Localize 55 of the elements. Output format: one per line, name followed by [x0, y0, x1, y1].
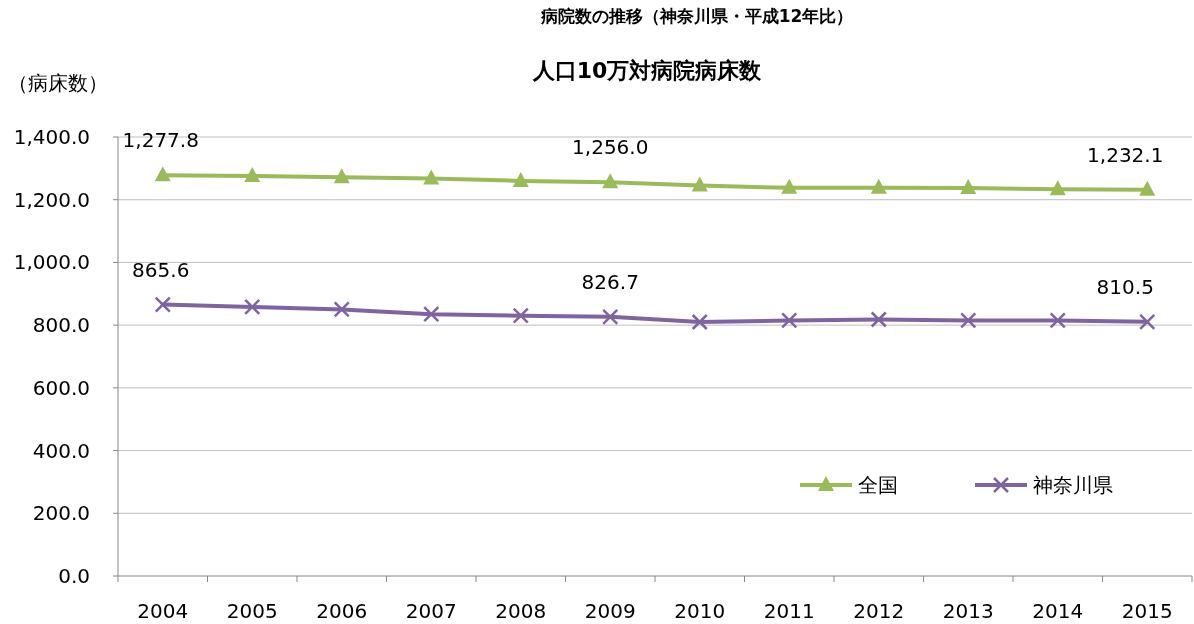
legend-label: 神奈川県 — [1033, 473, 1113, 497]
y-tick-label: 200.0 — [32, 501, 90, 526]
y-tick-label: 1,200.0 — [13, 187, 90, 212]
data-label: 865.6 — [132, 257, 190, 282]
data-label: 810.5 — [1096, 274, 1154, 299]
data-label: 826.7 — [581, 269, 639, 294]
point — [960, 312, 977, 329]
data-label: 1,232.1 — [1087, 142, 1164, 167]
x-tick-label: 2013 — [942, 599, 994, 623]
chart-subtitle: 人口10万対病院病床数 — [531, 58, 763, 83]
point — [870, 311, 887, 328]
x-tick-label: 2004 — [137, 599, 189, 623]
y-tick-label: 1,400.0 — [13, 125, 90, 149]
point — [960, 179, 977, 195]
chart-title: 病院数の推移（神奈川県・平成12年比） — [539, 6, 854, 26]
point — [244, 166, 261, 182]
point — [244, 298, 261, 316]
point — [154, 296, 171, 313]
point — [1139, 180, 1156, 196]
legend-label: 全国 — [858, 473, 898, 497]
point — [691, 313, 708, 331]
data-label: 1,277.8 — [122, 128, 199, 153]
x-tick-label: 2008 — [495, 599, 547, 623]
x-tick-label: 2014 — [1032, 599, 1084, 623]
point — [1049, 180, 1066, 196]
point — [781, 178, 798, 194]
point — [512, 307, 529, 324]
point — [870, 178, 887, 194]
y-tick-label: 600.0 — [32, 375, 90, 400]
x-tick-label: 2015 — [1121, 599, 1173, 623]
x-tick-label: 2012 — [853, 599, 905, 623]
y-axis-title: （病床数） — [8, 71, 108, 95]
point — [154, 166, 171, 182]
point — [423, 305, 440, 323]
point — [691, 176, 708, 192]
point — [423, 169, 440, 185]
y-tick-label: 1,000.0 — [13, 250, 90, 275]
data-label: 1,256.0 — [572, 135, 649, 160]
point — [781, 312, 798, 329]
point — [1049, 312, 1066, 329]
x-tick-label: 2011 — [763, 599, 815, 623]
x-tick-label: 2006 — [316, 599, 368, 623]
x-tick-label: 2010 — [674, 599, 726, 623]
y-tick-label: 0.0 — [58, 564, 90, 588]
point — [333, 301, 350, 318]
x-tick-label: 2009 — [584, 599, 636, 623]
point — [512, 171, 529, 187]
point — [602, 173, 619, 189]
point — [333, 168, 350, 184]
point — [602, 308, 619, 326]
x-tick-label: 2007 — [405, 599, 457, 623]
y-tick-label: 400.0 — [32, 438, 90, 463]
y-tick-label: 800.0 — [32, 313, 90, 338]
x-tick-label: 2005 — [226, 599, 278, 623]
point — [1139, 313, 1156, 331]
